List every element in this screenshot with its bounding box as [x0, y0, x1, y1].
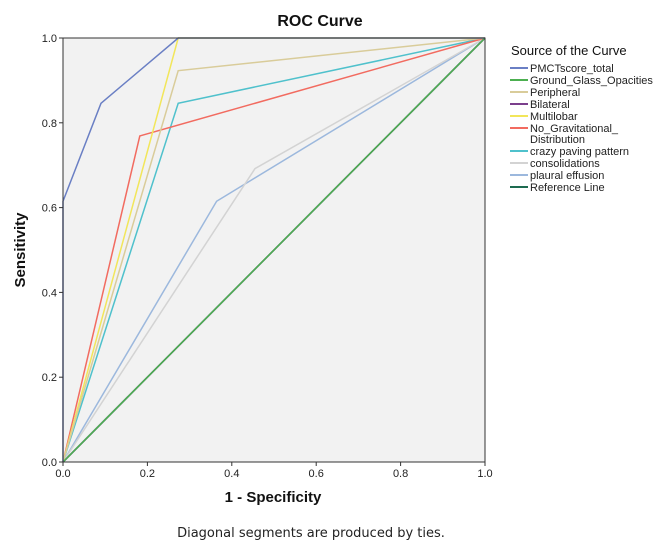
y-tick-label: 1.0 — [42, 33, 57, 45]
y-axis-title: Sensitivity — [12, 212, 29, 288]
chart-title: ROC Curve — [277, 13, 362, 30]
legend-label: crazy paving pattern — [530, 146, 629, 158]
y-tick-label: 0.2 — [42, 372, 57, 384]
legend-label: PMCTscore_total — [530, 63, 614, 75]
x-ticks: 0.0 0.2 0.4 0.6 0.8 1.0 — [55, 462, 493, 480]
plot-frame — [62, 37, 486, 463]
series-line-ground-glass-opacities — [62, 37, 486, 463]
legend-label: Peripheral — [530, 87, 580, 99]
series-line-consolidations — [62, 37, 486, 463]
y-tick-label: 0.4 — [42, 287, 57, 299]
series-line-crazy-paving-pattern — [62, 37, 486, 463]
y-tick-label: 0.0 — [42, 457, 57, 469]
x-tick-label: 0.2 — [140, 468, 155, 480]
y-ticks: 0.0 0.2 0.4 0.6 0.8 1.0 — [42, 33, 63, 469]
x-tick-label: 0.4 — [224, 468, 239, 480]
series-line-no-gravitational-distribution — [62, 37, 486, 463]
legend-label: Reference Line — [530, 182, 605, 194]
legend-label: Multilobar — [530, 111, 578, 123]
x-tick-label: 1.0 — [477, 468, 492, 480]
x-tick-label: 0.6 — [309, 468, 324, 480]
x-tick-label: 0.0 — [55, 468, 70, 480]
legend-label: plaural effusion — [530, 170, 604, 182]
legend-label: Ground_Glass_Opacities — [530, 75, 653, 87]
legend-label: Bilateral — [530, 99, 570, 111]
x-tick-label: 0.8 — [393, 468, 408, 480]
legend: PMCTscore_totalGround_Glass_OpacitiesPer… — [510, 63, 653, 194]
y-tick-label: 0.6 — [42, 203, 57, 215]
y-tick-label: 0.8 — [42, 118, 57, 130]
legend-label: consolidations — [530, 158, 600, 170]
legend-label: No_Gravitational_ Distribution — [530, 123, 619, 146]
footnote: Diagonal segments are produced by ties. — [177, 526, 445, 541]
series-line-peripheral — [62, 37, 486, 463]
legend-title: Source of the Curve — [511, 43, 627, 58]
x-axis-title: 1 - Specificity — [225, 489, 322, 506]
series-line-plaural-effusion — [62, 37, 486, 463]
